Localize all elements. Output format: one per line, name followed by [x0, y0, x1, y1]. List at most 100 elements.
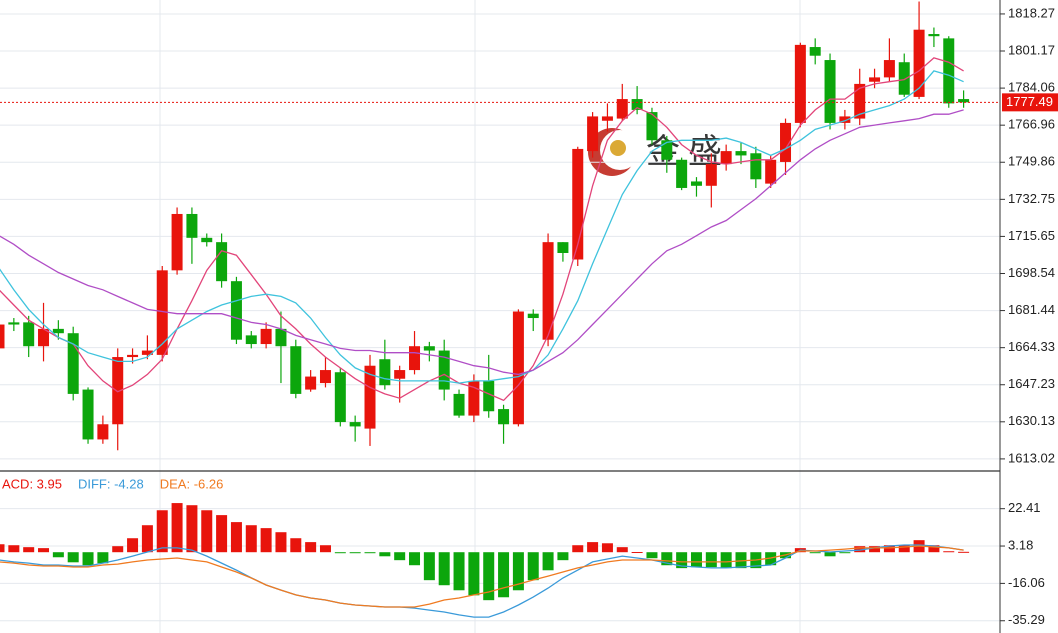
- macd-bar: [82, 552, 94, 566]
- macd-bar: [394, 552, 406, 561]
- y-tick-label: 1630.13: [1008, 413, 1055, 428]
- macd-bar: [230, 522, 242, 553]
- macd-bar: [883, 545, 895, 553]
- candle-body: [854, 83, 866, 119]
- macd-bar: [52, 552, 64, 558]
- candle-body: [839, 116, 851, 123]
- macd-bar: [141, 525, 153, 553]
- candle-body: [438, 350, 450, 390]
- candle-body: [334, 372, 346, 423]
- macd-bar: [319, 545, 331, 553]
- macd-bar: [928, 545, 940, 553]
- candle-body: [780, 122, 792, 162]
- macd-bar: [676, 552, 688, 569]
- indicator-label: ACD: 3.95: [2, 476, 62, 491]
- macd-bar: [587, 542, 599, 553]
- y-tick-label: 1818.27: [1008, 5, 1055, 20]
- macd-bar: [572, 545, 584, 553]
- macd-bar: [275, 532, 287, 553]
- macd-bar: [245, 525, 257, 553]
- candle-body: [587, 116, 599, 152]
- watermark-text: 金盛: [646, 133, 730, 171]
- candle-body: [305, 376, 317, 390]
- candle-body: [23, 322, 35, 347]
- candle-body: [275, 328, 287, 347]
- macd-bar: [809, 552, 821, 554]
- candle-body: [230, 281, 242, 340]
- moving-average: [0, 70, 964, 384]
- macd-bar: [616, 547, 628, 553]
- macd-bar: [512, 552, 524, 591]
- macd-bar: [97, 552, 109, 564]
- y-tick-label: 1647.23: [1008, 376, 1055, 391]
- macd-bar: [38, 548, 50, 553]
- moving-average: [0, 57, 964, 402]
- candle-body: [364, 365, 376, 429]
- logo: [610, 140, 626, 156]
- macd-bar: [409, 552, 421, 566]
- candle-body: [869, 77, 881, 82]
- macd-bar: [468, 552, 480, 596]
- candle-body: [616, 99, 628, 119]
- macd-bar: [690, 552, 702, 568]
- macd-bar: [305, 542, 317, 553]
- candle-body: [898, 62, 910, 95]
- macd-bar: [379, 552, 391, 557]
- candle-body: [141, 350, 153, 355]
- macd-bar: [216, 515, 228, 553]
- macd-bar: [67, 552, 79, 563]
- candle-body: [453, 393, 465, 416]
- candle-body: [38, 328, 50, 347]
- candle-body: [661, 140, 673, 160]
- macd-bar: [765, 552, 777, 566]
- y-tick-label: 3.18: [1008, 537, 1033, 552]
- candle-body: [646, 112, 658, 141]
- candle-body: [928, 34, 940, 37]
- candle-body: [735, 151, 747, 156]
- candle-body: [67, 333, 79, 394]
- moving-average: [0, 109, 964, 376]
- candle-body: [483, 380, 495, 412]
- macd-bar: [156, 510, 168, 553]
- macd-bar: [23, 547, 35, 553]
- macd-bar: [735, 552, 747, 569]
- macd-bar: [869, 546, 881, 553]
- candle-body: [809, 47, 821, 56]
- macd-bar: [498, 552, 510, 598]
- candle-body: [958, 99, 970, 103]
- candle-body: [527, 313, 539, 319]
- macd-bar: [186, 505, 198, 553]
- macd-bar: [453, 552, 465, 591]
- candle-body: [913, 29, 925, 97]
- macd-bar: [527, 552, 539, 581]
- candle-body: [468, 380, 480, 416]
- candle-body: [542, 242, 554, 340]
- y-tick-label: 1749.86: [1008, 154, 1055, 169]
- indicator-label: DEA: -6.26: [160, 476, 224, 491]
- candle-body: [8, 322, 20, 325]
- candle-body: [379, 359, 391, 386]
- y-tick-label: -35.29: [1008, 612, 1045, 627]
- candle-body: [794, 44, 806, 123]
- candle-body: [943, 38, 955, 104]
- candle-body: [423, 346, 435, 351]
- macd-bar: [601, 543, 613, 553]
- macd-bar: [171, 503, 183, 553]
- candle-body: [601, 116, 613, 121]
- macd-bar: [542, 552, 554, 571]
- macd-bar: [824, 552, 836, 557]
- candle-body: [394, 370, 406, 379]
- macd-bar: [705, 552, 717, 568]
- y-tick-label: 22.41: [1008, 500, 1041, 515]
- macd-bar: [854, 546, 866, 553]
- last-price-box: [1002, 93, 1058, 112]
- last-price-label: 1777.49: [1006, 94, 1053, 109]
- macd-bar: [839, 552, 851, 554]
- y-tick-label: 1715.65: [1008, 228, 1055, 243]
- candle-body: [127, 354, 139, 358]
- candle-body: [216, 242, 228, 282]
- macd-bar: [127, 538, 139, 553]
- candle-body: [82, 389, 94, 440]
- candle-body: [290, 346, 302, 394]
- y-tick-label: 1766.96: [1008, 117, 1055, 132]
